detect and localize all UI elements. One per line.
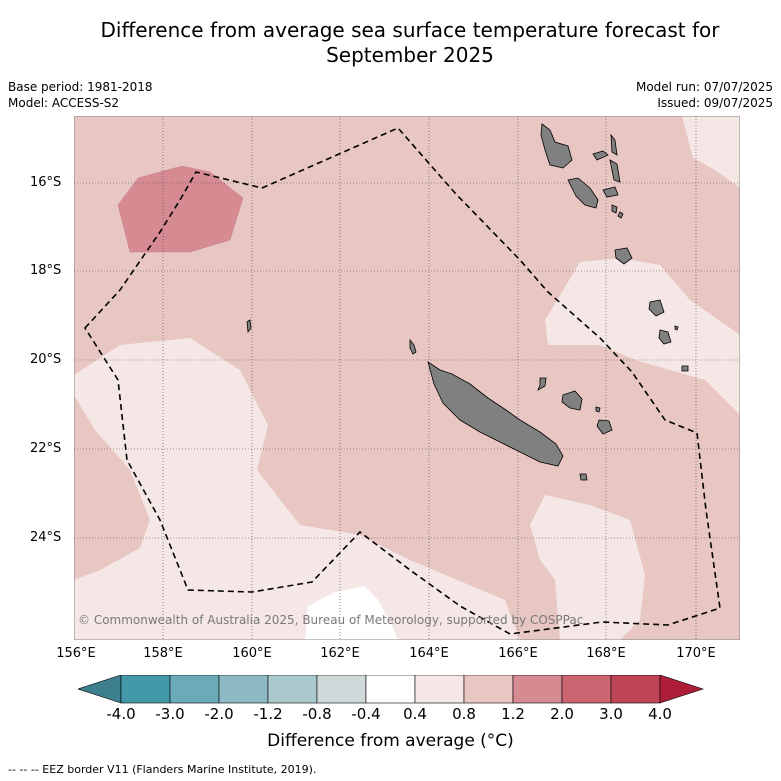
colorbar-bin-2: [218, 674, 269, 704]
meta-right: Model run: 07/07/2025 Issued: 09/07/2025: [636, 79, 773, 111]
lon-label-170e: 170°E: [676, 646, 716, 661]
colorbar-bin-1: [169, 674, 220, 704]
pentecost-island: [609, 159, 621, 183]
colorbar-tick: -4.0: [106, 705, 136, 723]
colorbar-tick: 0.8: [452, 705, 476, 723]
colorbar-extend-high: [659, 674, 704, 704]
mare-island: [596, 419, 613, 435]
eez-border: [83, 127, 721, 635]
lon-label-166e: 166°E: [498, 646, 538, 661]
colorbar-bin-3: [267, 674, 318, 704]
colorbar-bin-5: [365, 674, 416, 704]
tiga-island: [595, 406, 601, 413]
lifou-island: [561, 390, 583, 411]
aneityum-island: [681, 365, 689, 372]
map-title-line2: September 2025: [326, 43, 494, 67]
lon-label-160e: 160°E: [232, 646, 272, 661]
colorbar-tick: 2.0: [550, 705, 574, 723]
colorbar-bin-10: [610, 674, 661, 704]
colorbar: [77, 674, 708, 709]
lon-label-156e: 156°E: [56, 646, 96, 661]
map-area: [74, 116, 740, 640]
lat-label-22s: 22°S: [30, 441, 62, 456]
map-title-line1: Difference from average sea surface temp…: [100, 18, 720, 42]
colorbar-tick: -2.0: [204, 705, 234, 723]
anomaly-region-white: [305, 586, 398, 640]
colorbar-tick: -0.4: [351, 705, 381, 723]
colorbar-label: Difference from average (°C): [267, 731, 514, 751]
maewo-island: [610, 133, 618, 156]
new-caledonia-island: [427, 361, 564, 467]
colorbar-bin-8: [512, 674, 563, 704]
epi-island: [611, 204, 618, 214]
anomaly-region-pale-east: [545, 258, 740, 415]
lon-label-168e: 168°E: [586, 646, 626, 661]
shepherd-islands: [617, 211, 624, 219]
chesterfield-islet: [246, 319, 252, 334]
colorbar-tick: 4.0: [648, 705, 672, 723]
colorbar-tick: 0.4: [403, 705, 427, 723]
lon-label-162e: 162°E: [320, 646, 360, 661]
belep-islands: [409, 338, 417, 355]
colorbar-bin-6: [414, 674, 465, 704]
land-masses: [246, 123, 689, 481]
colorbar-extend-low: [77, 674, 122, 704]
lon-label-158e: 158°E: [143, 646, 183, 661]
lon-label-164e: 164°E: [409, 646, 449, 661]
efate-island: [614, 247, 633, 265]
malakula-island: [567, 177, 599, 209]
anomaly-region-pale-northeast: [682, 116, 740, 188]
eez-legend-note: -- -- -- EEZ border V11 (Flanders Marine…: [8, 763, 317, 776]
lat-label-16s: 16°S: [30, 175, 62, 190]
anomaly-region-pale-west: [74, 338, 520, 640]
lat-label-20s: 20°S: [30, 352, 62, 367]
map-svg: [74, 116, 740, 640]
colorbar-bin-0: [120, 674, 171, 704]
base-period: Base period: 1981-2018: [8, 80, 153, 94]
colorbar-bin-4: [316, 674, 367, 704]
copyright-notice: © Commonwealth of Australia 2025, Bureau…: [78, 613, 584, 627]
colorbar-tick: -3.0: [155, 705, 185, 723]
walpole-island: [579, 473, 588, 481]
ambrym-island: [602, 186, 619, 198]
colorbar-tick: -0.8: [302, 705, 332, 723]
model-run: Model run: 07/07/2025: [635, 80, 773, 94]
anomaly-region-warm: [117, 165, 244, 253]
meta-left: Base period: 1981-2018 Model: ACCESS-S2: [8, 79, 153, 111]
lat-label-18s: 18°S: [30, 263, 62, 278]
colorbar-svg: [77, 674, 704, 704]
graticule: [74, 116, 740, 640]
lat-label-24s: 24°S: [30, 530, 62, 545]
anomaly-region-pale-southeast: [530, 495, 645, 640]
map-title: Difference from average sea surface temp…: [40, 18, 780, 68]
tanna-island: [658, 329, 672, 345]
ouvea-island: [537, 377, 547, 391]
ambae-island: [592, 150, 609, 161]
colorbar-tick: 3.0: [599, 705, 623, 723]
futuna-island: [674, 325, 679, 331]
colorbar-bin-7: [463, 674, 514, 704]
issued-date: Issued: 09/07/2025: [657, 96, 773, 110]
espiritu-santo-island: [540, 123, 573, 169]
colorbar-bin-9: [561, 674, 612, 704]
colorbar-tick: 1.2: [501, 705, 525, 723]
model-name: Model: ACCESS-S2: [8, 96, 120, 110]
colorbar-tick: -1.2: [253, 705, 283, 723]
erromango-island: [648, 299, 665, 317]
